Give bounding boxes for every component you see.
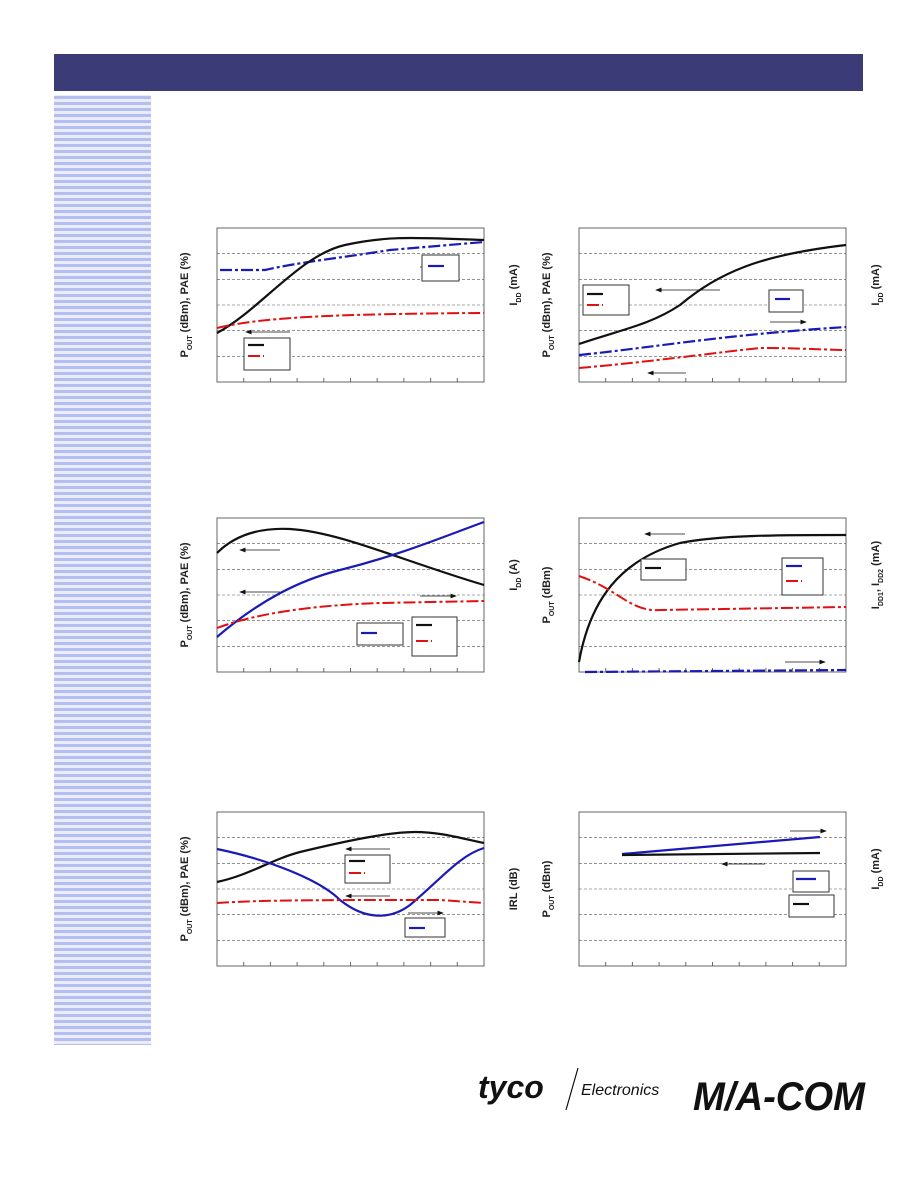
axis-label-part: OUT — [187, 335, 194, 351]
axis-label-part: P — [541, 616, 553, 623]
axis-label-part: OUT — [549, 335, 556, 351]
axis-label-part: I — [870, 887, 882, 890]
axis-label-part: OUT — [549, 601, 556, 617]
axis-label-part: (mA) — [870, 264, 882, 292]
axis-label-part: (dBm), PAE (%) — [179, 252, 191, 335]
axis-label: POUT (dBm), PAE (%) — [179, 836, 194, 941]
header-bar — [54, 54, 863, 91]
curves — [577, 531, 847, 674]
plots — [216, 227, 847, 967]
axis-label-part: P — [541, 350, 553, 357]
axis-label: POUT (dBm), PAE (%) — [179, 252, 194, 357]
axis-label-part: (mA) — [508, 264, 520, 292]
axis-label: IDD (mA) — [508, 264, 523, 306]
axis-label: IDD (mA) — [870, 264, 885, 306]
axis-label: POUT (dBm) — [541, 860, 556, 917]
axis-label-part: DD — [878, 292, 885, 302]
axis-label: IDD1, IDD2 (mA) — [870, 540, 885, 609]
curves — [621, 828, 835, 918]
curves — [216, 830, 485, 938]
axis-label-part: DD1 — [878, 592, 885, 606]
axis-label-part: I — [870, 606, 882, 609]
axis-label: POUT (dBm) — [541, 566, 556, 623]
axis-label-part: (dBm), PAE (%) — [179, 542, 191, 625]
axis-label-part: (mA) — [870, 540, 882, 568]
tyco-logo: tyco — [478, 1069, 544, 1105]
axis-label-part: P — [179, 640, 191, 647]
axis-label-part: DD2 — [878, 569, 885, 583]
axis-label-part: I — [508, 588, 520, 591]
axis-label-part: I — [508, 303, 520, 306]
axis-label-part: (dBm) — [541, 566, 553, 601]
side-stripes — [54, 95, 151, 1045]
axis-label-part: DD — [878, 876, 885, 886]
axis-label-part: P — [541, 910, 553, 917]
curves — [216, 520, 485, 657]
axis-label: IDD (A) — [508, 559, 523, 591]
logo-divider — [565, 1067, 579, 1111]
axis-label-part: P — [179, 934, 191, 941]
axis-label: IRL (dB) — [508, 867, 520, 910]
curves — [216, 236, 485, 371]
axis-label-part: , I — [870, 583, 882, 592]
axis-label-part: OUT — [549, 895, 556, 911]
macom-logo: M/A-COM — [693, 1075, 867, 1119]
axis-label-part: OUT — [187, 625, 194, 641]
axis-label: POUT (dBm), PAE (%) — [541, 252, 556, 357]
axis-label-part: P — [179, 350, 191, 357]
axis-label-part: IRL (dB) — [508, 867, 520, 910]
electronics-logo: Electronics — [581, 1082, 659, 1099]
axis-label-part: I — [870, 303, 882, 306]
axis-label-part: (dBm) — [541, 860, 553, 895]
axis-label-part: (A) — [508, 559, 520, 578]
axis-label-part: OUT — [187, 919, 194, 935]
axis-label-part: DD — [516, 578, 523, 588]
axis-label-part: DD — [516, 292, 523, 302]
curves — [578, 243, 847, 376]
axis-label-part: (dBm), PAE (%) — [541, 252, 553, 335]
axis-label-part: (mA) — [870, 848, 882, 876]
axis-label: POUT (dBm), PAE (%) — [179, 542, 194, 647]
axis-label-part: (dBm), PAE (%) — [179, 836, 191, 919]
axis-label: IDD (mA) — [870, 848, 885, 890]
